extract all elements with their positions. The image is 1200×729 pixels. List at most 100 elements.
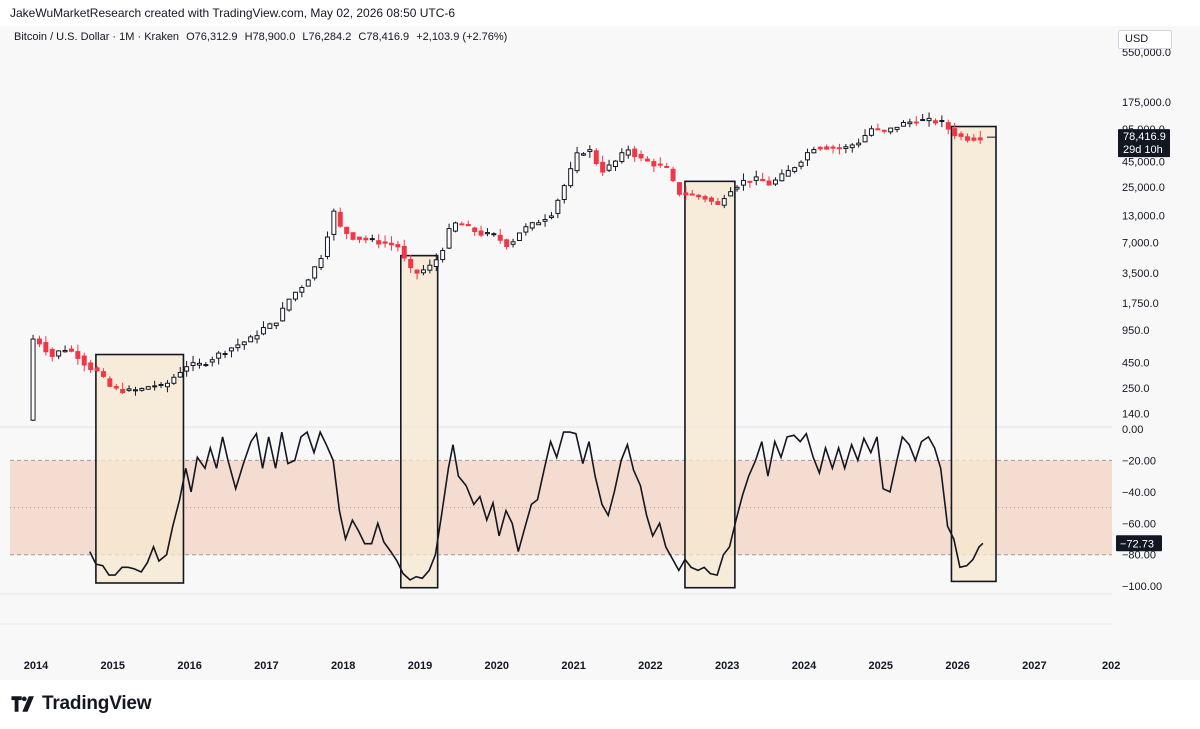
tradingview-logo-icon xyxy=(11,696,34,712)
candle xyxy=(305,279,311,287)
candle xyxy=(638,153,644,159)
candle xyxy=(939,120,945,123)
candle xyxy=(350,232,356,240)
candle xyxy=(433,259,439,268)
oscillator-badge-bg xyxy=(1116,535,1162,552)
chart-area[interactable]: 140.0 250.0 450.0 950.0 1,750.0 3,500.0 7,000.… xyxy=(0,26,1200,680)
candle xyxy=(254,335,260,340)
candle xyxy=(555,199,561,214)
candle xyxy=(324,236,330,257)
candle xyxy=(932,120,938,124)
candle xyxy=(952,128,958,137)
candle xyxy=(664,165,670,168)
candle xyxy=(446,228,452,249)
candle xyxy=(401,245,407,259)
candle xyxy=(817,146,823,150)
candle xyxy=(62,349,68,353)
candle xyxy=(420,269,426,274)
candle xyxy=(440,250,446,261)
price-badge-bg xyxy=(1118,129,1170,158)
footer-brand[interactable]: TradingView xyxy=(10,690,152,718)
candle xyxy=(177,372,183,378)
currency-button[interactable]: USD xyxy=(1118,30,1172,49)
candle xyxy=(132,389,138,392)
candle xyxy=(286,298,292,311)
highlight-box-2 xyxy=(399,254,439,589)
candle xyxy=(337,211,343,227)
oscillator-axis-label: −40.00 xyxy=(1122,487,1156,499)
candle xyxy=(900,122,906,127)
candle xyxy=(126,388,132,391)
time-axis-label: 2018 xyxy=(331,660,355,672)
candle xyxy=(158,383,164,386)
candle xyxy=(356,236,362,240)
candle xyxy=(574,152,580,172)
candle xyxy=(312,266,318,279)
candle xyxy=(369,238,375,241)
candle xyxy=(811,149,817,154)
time-axis-label: 2021 xyxy=(561,660,585,672)
candle xyxy=(548,215,554,219)
candle xyxy=(36,338,42,345)
candle xyxy=(510,241,516,245)
candle xyxy=(964,136,970,141)
candle xyxy=(49,348,55,357)
candle xyxy=(235,344,241,349)
candle xyxy=(862,135,868,143)
candle xyxy=(792,167,798,172)
candle xyxy=(606,164,612,171)
time-axis-label: 202 xyxy=(1102,660,1120,672)
candle xyxy=(190,362,196,366)
candle xyxy=(542,219,548,222)
candle xyxy=(414,269,420,274)
candle xyxy=(881,129,887,132)
price-axis-label: 3,500.0 xyxy=(1122,268,1159,280)
oscillator-axis-label: −20.00 xyxy=(1122,455,1156,467)
candle xyxy=(241,341,247,346)
candle xyxy=(587,149,593,153)
candle xyxy=(164,382,170,388)
candle xyxy=(145,386,151,390)
candle xyxy=(100,371,106,377)
candle xyxy=(836,147,842,150)
candle xyxy=(81,355,87,366)
candle xyxy=(536,222,542,226)
candle xyxy=(222,353,228,356)
symbol-legend: Bitcoin / U.S. Dollar · 1M · Kraken O76,… xyxy=(14,31,511,43)
candle xyxy=(926,117,932,122)
time-axis-label: 2027 xyxy=(1022,660,1046,672)
time-axis-label: 2020 xyxy=(485,660,509,672)
candle xyxy=(619,152,625,163)
candle xyxy=(958,133,964,137)
candle xyxy=(331,210,337,235)
candle xyxy=(766,180,772,186)
candle xyxy=(484,232,490,235)
candle xyxy=(363,237,369,241)
candle xyxy=(760,178,766,182)
candle xyxy=(472,227,478,233)
candle xyxy=(600,161,606,173)
price-axis-label: 450.0 xyxy=(1122,357,1150,369)
candle xyxy=(830,146,836,149)
oscillator-axis-label: −80.00 xyxy=(1122,550,1156,562)
candle xyxy=(907,121,913,125)
legend-symbol: Bitcoin / U.S. Dollar · 1M · Kraken xyxy=(14,31,180,43)
time-axis-label: 2015 xyxy=(101,660,125,672)
candle xyxy=(843,146,849,149)
candle xyxy=(561,185,567,201)
oscillator-axis-label: 0.00 xyxy=(1122,424,1143,436)
candle xyxy=(209,359,215,363)
candle xyxy=(772,179,778,185)
candle xyxy=(56,350,62,357)
candle xyxy=(88,362,94,371)
candle xyxy=(75,351,81,359)
oscillator-axis-label: −100.00 xyxy=(1122,581,1162,593)
candle xyxy=(753,176,759,181)
candle xyxy=(644,158,650,162)
candle xyxy=(465,223,471,227)
candle xyxy=(120,388,126,394)
time-axis-label: 2016 xyxy=(177,660,201,672)
chart-svg[interactable]: 140.0 250.0 450.0 950.0 1,750.0 3,500.0 7,000.… xyxy=(0,26,1200,680)
candle xyxy=(856,142,862,146)
candle xyxy=(920,119,926,122)
